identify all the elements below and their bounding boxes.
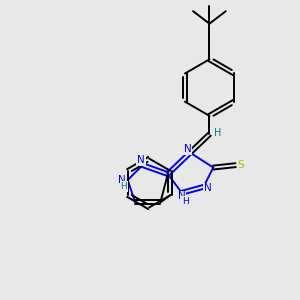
Text: H: H	[214, 128, 221, 138]
Text: N: N	[118, 175, 126, 185]
Text: H: H	[182, 197, 189, 206]
Text: N: N	[178, 191, 185, 201]
Text: N: N	[137, 155, 145, 165]
Text: H: H	[121, 182, 127, 191]
Text: S: S	[238, 160, 244, 170]
Text: N: N	[204, 183, 212, 193]
Text: N: N	[184, 144, 192, 154]
